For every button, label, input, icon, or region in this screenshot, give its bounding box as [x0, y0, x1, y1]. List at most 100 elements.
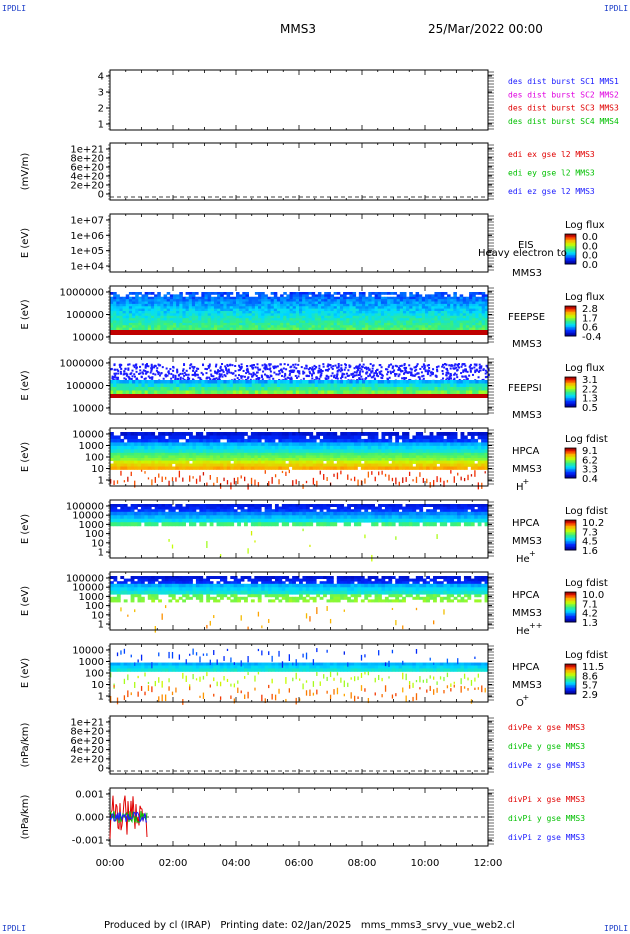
heatmap-cell: [138, 311, 142, 314]
heatmap-cell: [202, 373, 205, 376]
heatmap-cell: [462, 301, 467, 305]
heatmap-cell: [465, 387, 470, 391]
heatmap-cell: [215, 377, 218, 380]
heatmap-cell: [355, 318, 360, 321]
heatmap-cell: [299, 390, 303, 395]
heatmap-cell: [233, 445, 238, 450]
heatmap-cell: [428, 301, 432, 305]
heatmap-cell: [419, 432, 424, 436]
heatmap-cell: [412, 303, 416, 307]
heatmap-cell: [248, 299, 253, 302]
heatmap-cell: [384, 445, 389, 450]
heatmap-cell: [459, 308, 464, 312]
heatmap-cell: [406, 315, 410, 319]
colorbar-segment: [565, 261, 576, 263]
heatmap-cell: [133, 373, 136, 376]
heatmap-cell: [147, 432, 152, 436]
heatmap-cell: [130, 452, 135, 456]
heatmap-cell: [178, 460, 183, 464]
heatmap-cell: [327, 311, 331, 314]
heatmap-cell: [135, 320, 139, 324]
heatmap-cell: [367, 463, 372, 467]
heatmap-cell: [442, 377, 445, 380]
heatmap-cell: [240, 445, 245, 450]
heatmap-cell: [334, 377, 337, 380]
heatmap-cell: [371, 296, 375, 300]
heatmap-cell: [179, 308, 183, 312]
heatmap-cell: [380, 322, 385, 326]
heatmap-cell: [281, 445, 286, 450]
heatmap-cell: [182, 296, 186, 300]
heatmap-cell: [380, 308, 385, 312]
heatmap-cell: [176, 306, 180, 310]
heatmap-cell: [276, 315, 281, 319]
heatmap-cell: [171, 435, 176, 440]
heatmap-cell: [223, 449, 228, 454]
heatmap-cell: [445, 374, 448, 377]
heatmap-cell: [173, 299, 177, 302]
heatmap-cell: [116, 442, 121, 447]
heatmap-cell: [349, 294, 353, 298]
heatmap-cell: [371, 432, 375, 436]
heatmap-cell: [113, 296, 117, 300]
heatmap-cell: [250, 373, 253, 376]
heatmap-cell: [484, 318, 489, 321]
heatmap-cell: [264, 315, 268, 319]
heatmap-cell: [220, 387, 224, 391]
heatmap-cell: [295, 376, 298, 379]
colorbar-tick-label: 0.0: [582, 260, 598, 271]
heatmap-cell: [302, 387, 306, 391]
heatmap-cell: [418, 301, 423, 305]
heatmap-cell: [171, 442, 176, 447]
heatmap-cell: [469, 308, 473, 312]
heatmap-cell: [163, 311, 168, 314]
heatmap-cell: [113, 449, 118, 454]
heatmap-cell: [154, 435, 159, 440]
heatmap-cell: [119, 311, 123, 314]
heatmap-cell: [346, 301, 350, 305]
heatmap-cell: [347, 452, 351, 456]
heatmap-cell: [288, 449, 293, 454]
heatmap-cell: [349, 327, 353, 331]
heatmap-cell: [207, 387, 212, 391]
heatmap-cell: [239, 320, 243, 324]
heatmap-cell: [374, 299, 379, 302]
heatmap-cell: [390, 363, 393, 366]
heatmap-cell: [302, 452, 307, 456]
heatmap-cell: [393, 373, 396, 376]
heatmap-cell: [324, 308, 328, 312]
heatmap-cell: [365, 306, 369, 310]
heatmap-cell: [127, 442, 132, 447]
heatmap-cell: [119, 306, 123, 310]
heatmap-cell: [469, 318, 473, 321]
heatmap-cell: [263, 367, 266, 370]
heatmap-cell: [280, 390, 284, 395]
heatmap-cell: [127, 460, 132, 464]
heatmap-cell: [189, 432, 193, 436]
heatmap-cell: [157, 325, 161, 329]
heatmap-cell: [213, 435, 217, 440]
heatmap-cell: [257, 445, 262, 450]
heatmap-cell: [326, 442, 331, 447]
heatmap-cell: [207, 296, 212, 300]
heatmap-cell: [254, 325, 259, 329]
heatmap-cell: [201, 315, 205, 319]
heatmap-cell: [459, 327, 464, 331]
heatmap-cell: [202, 460, 207, 464]
heatmap-cell: [361, 370, 364, 373]
heatmap-cell: [166, 387, 171, 391]
heatmap-cell: [309, 438, 314, 443]
corner-label-top-right: IPDLI: [604, 4, 629, 13]
heatmap-cell: [443, 313, 448, 317]
heatmap-cell: [179, 322, 183, 326]
heatmap-cell: [309, 442, 314, 447]
heatmap-cell: [314, 296, 319, 300]
heatmap-cell: [450, 380, 454, 384]
heatmap-cell: [358, 303, 363, 307]
heatmap-cell: [472, 296, 476, 300]
heatmap-cell: [199, 463, 204, 467]
heatmap-cell: [341, 372, 344, 375]
heatmap-cell: [230, 455, 235, 459]
heatmap-cell: [229, 327, 234, 331]
heatmap-cell: [247, 445, 252, 450]
